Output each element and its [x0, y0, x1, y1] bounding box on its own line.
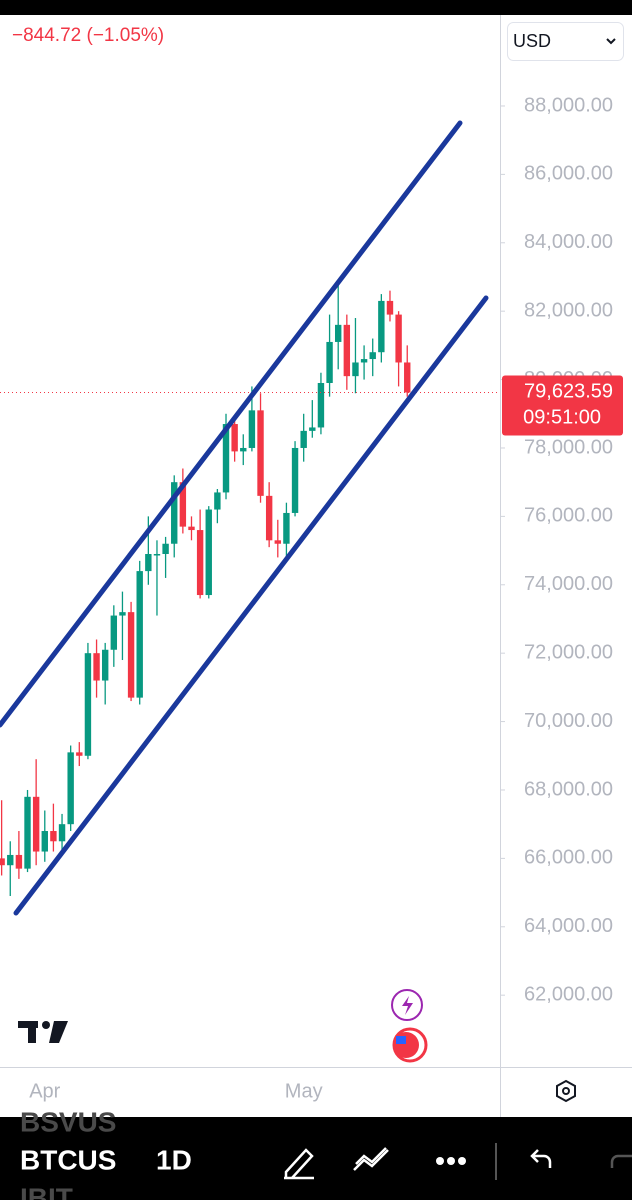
y-tick-label: 74,000.00 [524, 573, 613, 595]
symbol-next[interactable]: IBIT [20, 1182, 73, 1200]
plot-area [0, 283, 500, 896]
candle-body [136, 571, 143, 698]
y-tick-label: 76,000.00 [524, 505, 613, 527]
tv-logo [18, 1021, 68, 1043]
candle-body [101, 649, 109, 681]
price-change: −844.72 (−1.05%) [12, 25, 164, 46]
candle-body [326, 341, 333, 383]
y-tick-label: 66,000.00 [524, 847, 613, 869]
flag-canton[interactable] [396, 1036, 406, 1044]
candle-body [50, 831, 57, 842]
settings-button[interactable] [556, 1079, 576, 1103]
candle-body [145, 553, 152, 572]
candle-body [300, 430, 307, 448]
select-box[interactable] [507, 22, 624, 61]
y-tick-label: 84,000.00 [524, 231, 613, 253]
y-tick-label: 64,000.00 [524, 915, 613, 937]
candle-body [248, 410, 256, 448]
candle-body [335, 324, 342, 342]
candle-body [291, 447, 299, 513]
countdown: 09:51:00 [523, 407, 601, 429]
candle-body [171, 482, 178, 544]
y-tick-label: 70,000.00 [524, 710, 613, 732]
chevron[interactable] [606, 38, 616, 45]
candle-body [343, 324, 351, 377]
x-tick-label: May [285, 1080, 323, 1102]
candle-body [110, 615, 118, 650]
candle-body [352, 362, 359, 377]
more-button[interactable] [436, 1157, 466, 1165]
candle-body [369, 352, 376, 360]
candle-body [196, 530, 204, 596]
candle-body [41, 831, 48, 852]
candle-body [386, 300, 394, 315]
price-tag [502, 375, 623, 436]
settings-dot[interactable] [562, 1087, 570, 1095]
candle-body [0, 858, 5, 866]
flash-bolt[interactable] [402, 996, 413, 1015]
candle-body [231, 424, 238, 452]
candle-body [205, 509, 212, 596]
candle-body [84, 653, 92, 756]
candle-body [378, 300, 385, 353]
currency[interactable]: USD [513, 31, 551, 51]
candle-body [119, 612, 126, 616]
candle-body [32, 796, 40, 852]
y-tick-label: 72,000.00 [524, 641, 613, 663]
draw-tool[interactable] [284, 1148, 314, 1180]
channel-lower [13, 295, 489, 916]
event-icons[interactable] [391, 989, 428, 1063]
undo-button[interactable] [530, 1149, 552, 1168]
candle-body [67, 752, 74, 825]
candle-body [274, 540, 281, 544]
y-tick-label: 88,000.00 [524, 94, 613, 116]
candle-body [309, 427, 316, 431]
candle-body [15, 854, 23, 869]
channel-upper [0, 120, 463, 728]
candle-body [317, 382, 325, 428]
redo-button[interactable] [610, 1154, 632, 1168]
candle-body [188, 526, 195, 531]
candle-body [240, 447, 247, 452]
candle-body [162, 543, 169, 554]
status-bar [0, 0, 632, 15]
candle-body [127, 612, 135, 698]
price-label: 79,623.59 [524, 381, 613, 403]
candle-body [153, 553, 161, 556]
x-tick-label: Apr [29, 1080, 60, 1102]
y-tick-label: 62,000.00 [524, 983, 613, 1005]
candle-body [58, 824, 66, 842]
toolbar [0, 1117, 632, 1200]
y-tick-label: 78,000.00 [524, 436, 613, 458]
candle-body [395, 314, 402, 363]
candle-body [93, 653, 100, 681]
candle-body [360, 359, 368, 363]
y-tick-label: 86,000.00 [524, 163, 613, 185]
candle-body [24, 796, 31, 869]
settings-icon[interactable] [556, 1079, 576, 1103]
candle-body [265, 495, 273, 541]
y-tick-label: 68,000.00 [524, 778, 613, 800]
candle-body [283, 512, 290, 544]
currency-select[interactable]: USD [507, 22, 624, 61]
symbol[interactable]: BTCUS [20, 1144, 116, 1175]
trend-tool[interactable] [353, 1147, 389, 1171]
candle-body [257, 410, 264, 496]
candle-body [222, 424, 230, 493]
y-tick-label: 82,000.00 [524, 299, 613, 321]
symbol-prev[interactable]: BSVUS [20, 1106, 116, 1137]
candle-body [179, 482, 187, 527]
candle-body [404, 362, 411, 393]
candle-body [76, 752, 83, 756]
flag-body[interactable] [393, 1032, 419, 1058]
interval[interactable]: 1D [156, 1144, 192, 1175]
candle-body [7, 854, 14, 866]
candle-body [214, 492, 221, 510]
